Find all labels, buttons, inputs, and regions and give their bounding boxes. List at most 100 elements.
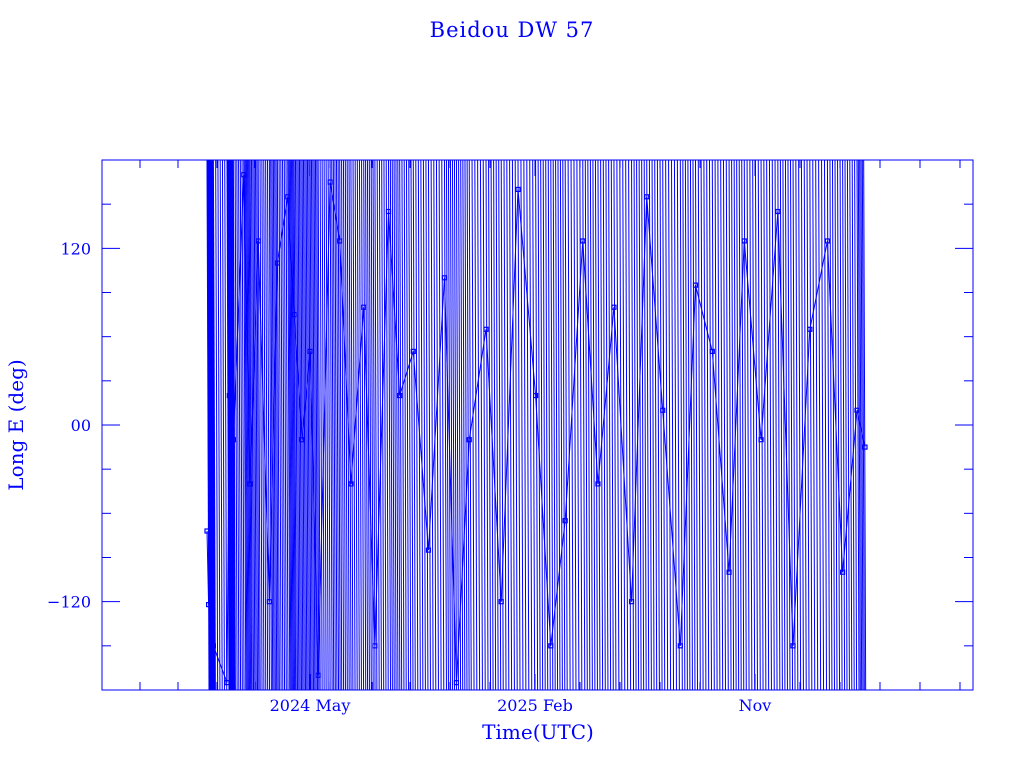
orbit-trace-line	[589, 159, 593, 691]
orbit-trace-line	[285, 159, 289, 691]
trace-segment	[427, 277, 445, 551]
x-axis-label: Time(UTC)	[482, 720, 594, 744]
orbit-trace-line	[668, 159, 672, 691]
orbit-trace-line	[366, 159, 370, 691]
orbit-trace-line	[697, 159, 701, 691]
orbit-trace-line	[557, 159, 561, 691]
orbit-trace-line	[728, 159, 732, 691]
orbit-trace-line	[641, 159, 645, 691]
data-point	[758, 437, 764, 443]
trace-segment	[455, 439, 470, 683]
orbit-trace-line	[829, 159, 833, 691]
orbit-trace-line	[363, 159, 367, 691]
orbit-trace-line	[517, 159, 521, 691]
orbit-trace-line	[844, 159, 848, 691]
orbit-trace-line	[308, 159, 312, 691]
orbit-trace-line	[790, 159, 794, 691]
orbit-trace-line	[777, 159, 781, 691]
trace-segment	[826, 240, 844, 573]
orbit-trace-line	[474, 159, 478, 691]
orbit-trace-line	[259, 159, 263, 691]
orbit-trace-line	[405, 159, 409, 691]
orbit-trace-line	[455, 159, 459, 691]
orbit-trace-line	[337, 159, 341, 691]
orbit-trace-line	[293, 159, 297, 691]
orbit-trace-line	[401, 159, 405, 691]
orbit-trace-line	[608, 159, 612, 691]
orbit-trace-line	[271, 159, 275, 691]
trace-segment	[350, 307, 365, 484]
trace-segment	[228, 395, 234, 440]
orbit-trace-line	[722, 159, 726, 691]
orbit-trace-line	[628, 159, 632, 691]
orbit-trace-line	[703, 159, 707, 691]
orbit-trace-line	[449, 159, 453, 691]
trace-segment	[276, 196, 289, 264]
orbit-trace-line	[234, 159, 238, 691]
orbit-trace-line	[215, 159, 219, 691]
trace-segment	[208, 550, 212, 605]
trace-segment	[268, 263, 278, 602]
orbit-trace-line	[383, 159, 387, 691]
axis-ticks	[102, 159, 973, 691]
orbit-trace-line	[274, 159, 278, 691]
orbit-trace-line	[221, 159, 225, 691]
orbit-trace-line	[430, 159, 434, 691]
data-point	[241, 172, 247, 178]
trace-segment	[443, 277, 457, 683]
data-point	[562, 518, 568, 524]
orbit-trace-line	[243, 159, 247, 691]
orbit-trace-line	[860, 159, 864, 691]
orbit-trace-line	[714, 159, 718, 691]
orbit-trace-line	[746, 159, 750, 691]
orbit-trace-line	[665, 159, 669, 691]
orbit-trace-line	[849, 159, 853, 691]
orbit-trace-line	[654, 159, 658, 691]
orbit-trace-line	[584, 159, 588, 691]
orbit-trace-line	[503, 159, 507, 691]
orbit-trace-line	[245, 159, 249, 691]
orbit-trace-line	[412, 159, 416, 691]
orbit-trace-line	[511, 159, 515, 691]
orbit-trace-line	[370, 159, 374, 691]
orbit-trace-line	[720, 159, 724, 691]
orbit-trace-line	[509, 159, 513, 691]
orbit-trace-line	[763, 159, 767, 691]
y-tick-labels: 120 00 −120	[47, 239, 91, 611]
orbit-trace-line	[348, 159, 352, 691]
data-trace-lines	[206, 159, 867, 691]
orbit-trace-line	[831, 159, 835, 691]
orbit-trace-line	[749, 159, 753, 691]
orbit-trace-line	[706, 159, 710, 691]
orbit-trace-line	[253, 159, 257, 691]
orbit-trace-line	[283, 159, 287, 691]
trace-segment	[695, 285, 713, 352]
orbit-trace-line	[708, 159, 712, 691]
orbit-trace-line	[462, 159, 466, 691]
orbit-trace-line	[488, 159, 492, 691]
orbit-trace-line	[659, 159, 663, 691]
trace-segment	[363, 307, 376, 646]
orbit-trace-line	[861, 159, 865, 691]
trace-segment	[287, 196, 295, 315]
orbit-trace-line	[231, 159, 235, 691]
orbit-trace-line	[294, 159, 298, 691]
orbit-trace-line	[255, 159, 259, 691]
orbit-trace-line	[800, 159, 804, 691]
orbit-trace-line	[741, 159, 745, 691]
orbit-trace-line	[700, 159, 704, 691]
data-point	[337, 238, 343, 244]
orbit-trace-line	[559, 159, 563, 691]
data-point	[372, 643, 378, 649]
trace-segment	[500, 189, 519, 602]
orbit-trace-line	[361, 159, 365, 691]
orbit-trace-line	[754, 159, 758, 691]
orbit-trace-line	[441, 159, 445, 691]
x-tick-label: 2024 May	[270, 696, 351, 715]
orbit-trace-line	[605, 159, 609, 691]
orbit-trace-line	[766, 159, 770, 691]
orbit-trace-line	[809, 159, 813, 691]
data-point	[348, 481, 354, 487]
data-point	[854, 407, 860, 413]
orbit-trace-line	[733, 159, 737, 691]
